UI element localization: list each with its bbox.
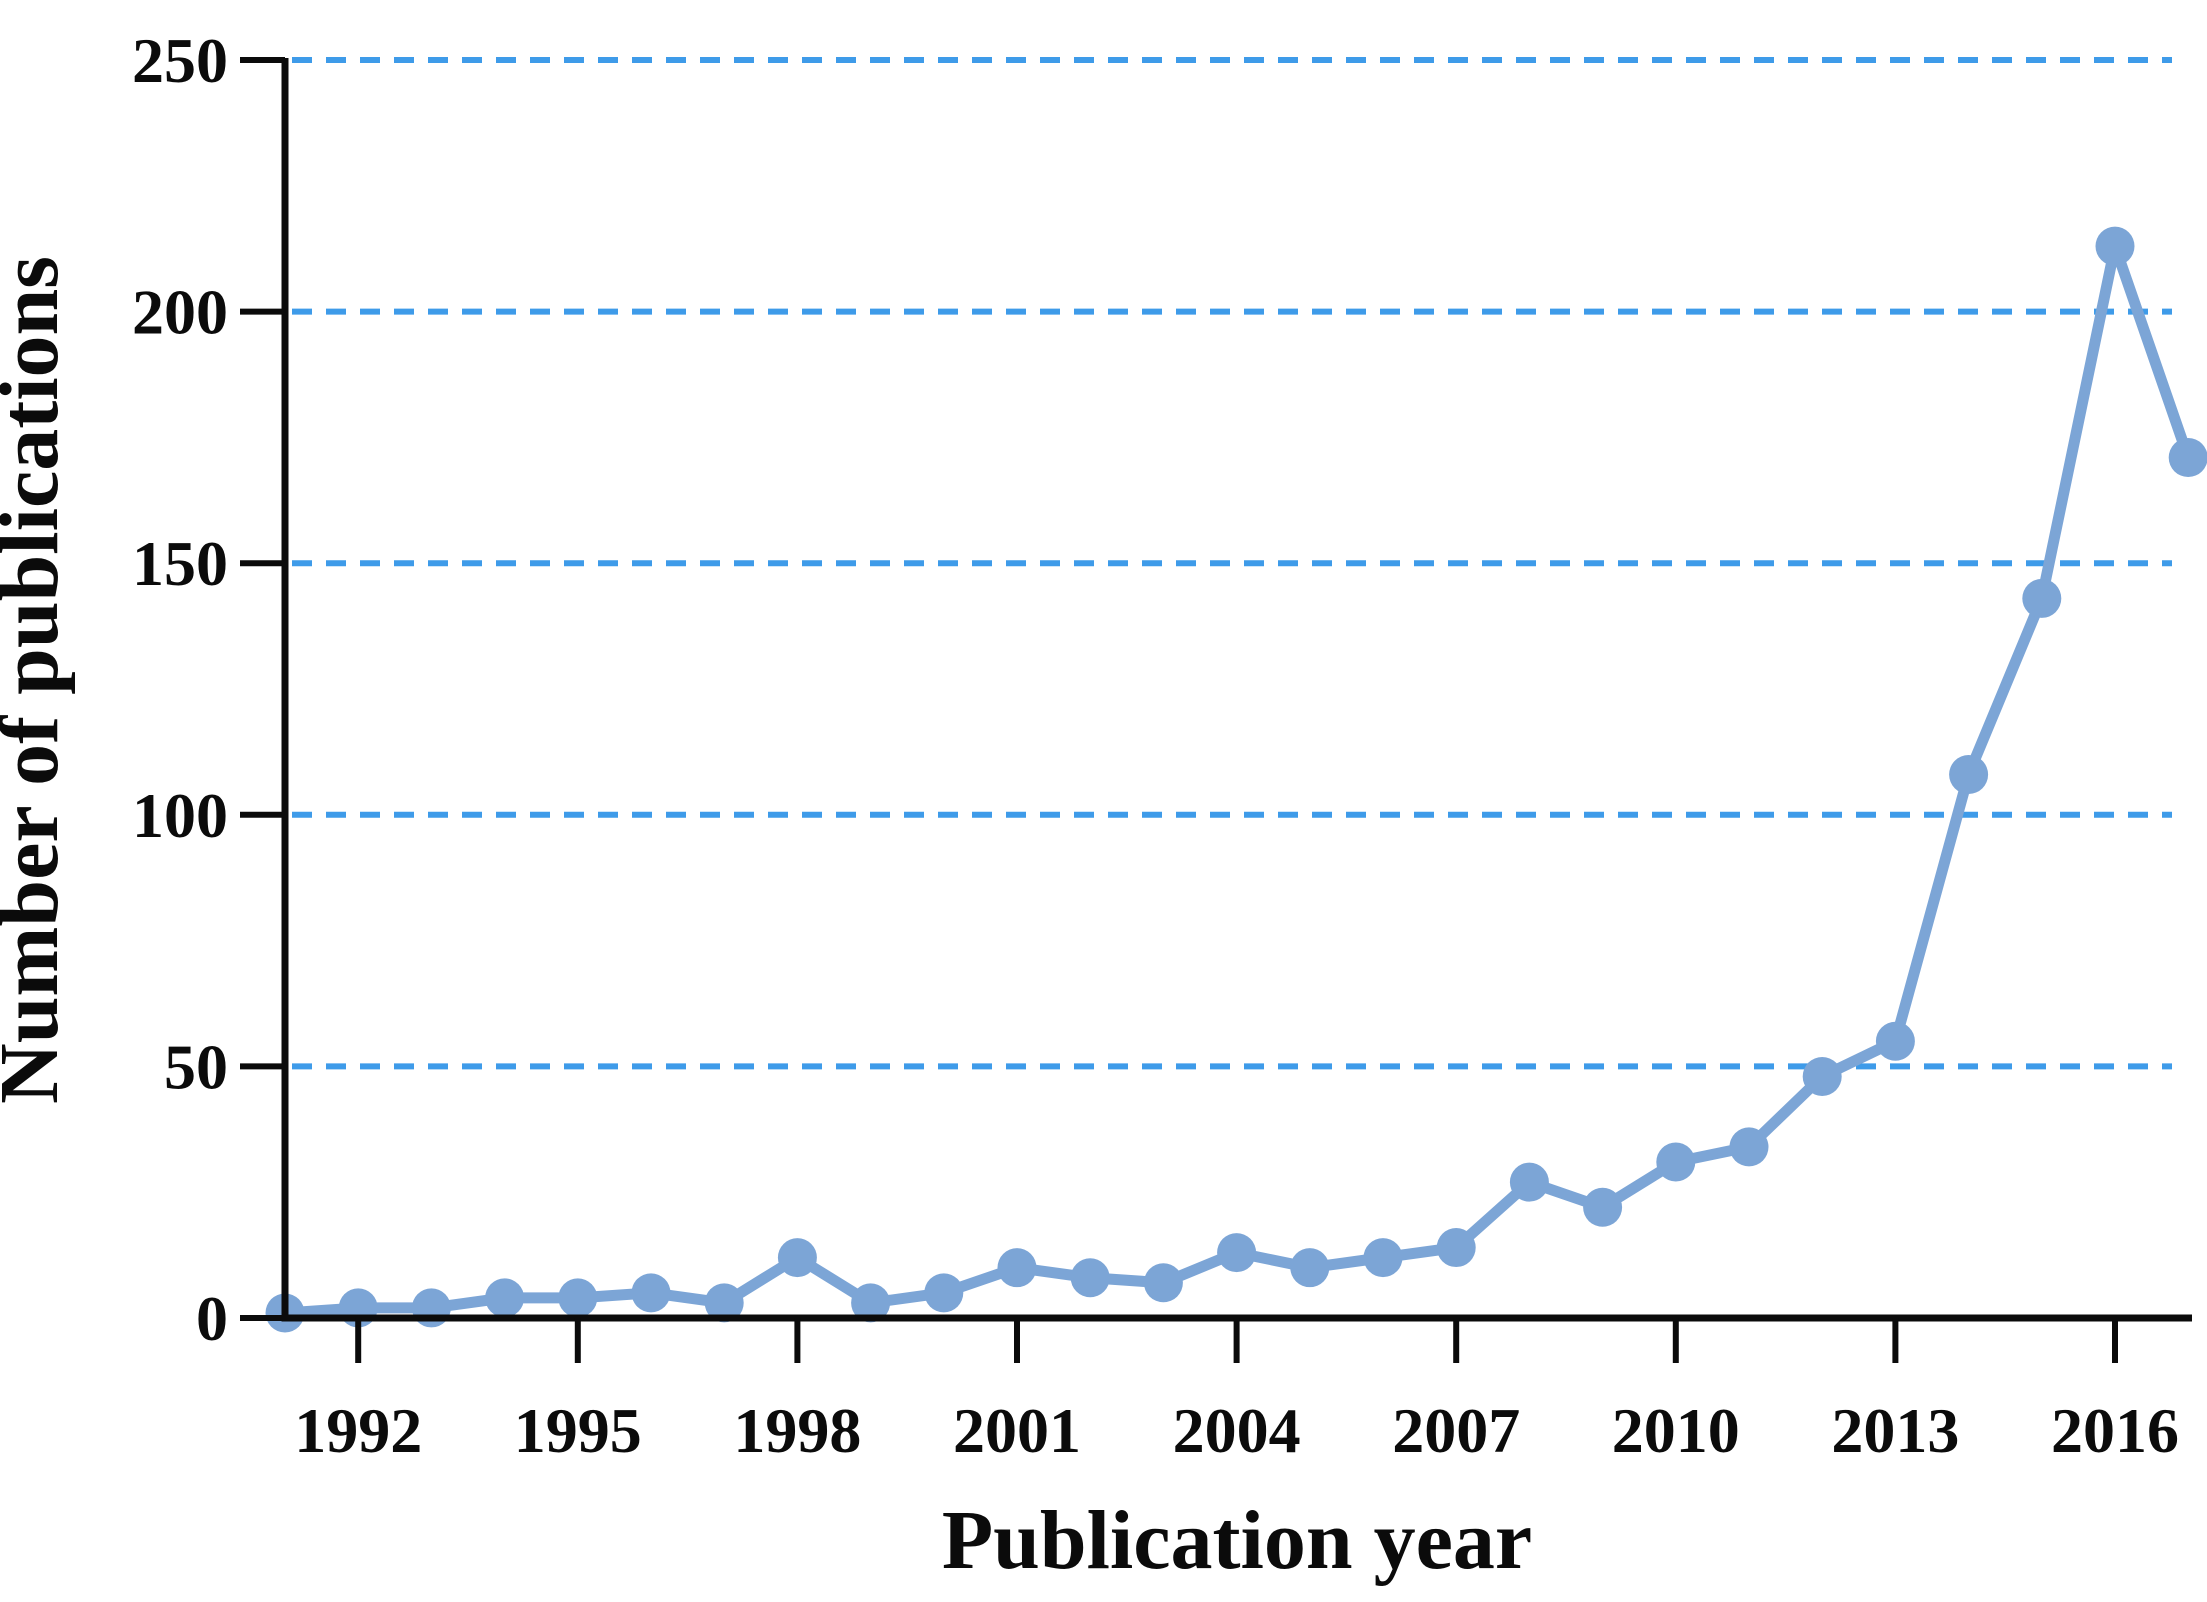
data-point-2009 — [1583, 1187, 1623, 1227]
data-point-2010 — [1656, 1142, 1696, 1182]
y-tick-label-100: 100 — [132, 780, 228, 851]
data-point-2017 — [2168, 438, 2207, 478]
data-point-2008 — [1509, 1162, 1549, 1202]
y-tick-label-50: 50 — [164, 1031, 228, 1102]
data-point-1996 — [631, 1273, 671, 1313]
x-tick-label-1995: 1995 — [514, 1395, 642, 1466]
data-series-group — [265, 226, 2207, 1333]
x-tick-label-1992: 1992 — [294, 1395, 422, 1466]
axes-group — [240, 57, 2192, 1363]
gridlines-group — [292, 57, 2172, 1070]
y-tick-label-0: 0 — [196, 1283, 228, 1354]
labels-group: Number of publications Publication year … — [0, 25, 2179, 1587]
data-point-2001 — [997, 1248, 1037, 1288]
x-tick-label-2013: 2013 — [1831, 1395, 1959, 1466]
data-point-2013 — [1875, 1021, 1915, 1061]
x-tick-label-2004: 2004 — [1173, 1395, 1301, 1466]
y-tick-label-200: 200 — [132, 277, 228, 348]
data-point-2000 — [924, 1273, 964, 1313]
data-point-1999 — [851, 1283, 891, 1323]
x-tick-label-1998: 1998 — [733, 1395, 861, 1466]
data-point-2003 — [1143, 1263, 1183, 1303]
data-point-2016 — [2095, 226, 2135, 266]
data-point-2011 — [1729, 1127, 1769, 1167]
data-point-2006 — [1363, 1238, 1403, 1278]
data-point-2002 — [1070, 1258, 1110, 1298]
publications-trend-line — [279, 240, 2194, 1319]
data-point-2012 — [1802, 1056, 1842, 1096]
data-point-2004 — [1217, 1233, 1257, 1273]
x-tick-label-2016: 2016 — [2051, 1395, 2179, 1466]
y-tick-label-150: 150 — [132, 528, 228, 599]
data-point-2014 — [1949, 755, 1989, 795]
data-point-1994 — [485, 1278, 525, 1318]
x-axis-title: Publication year — [942, 1494, 1532, 1587]
y-tick-label-250: 250 — [132, 25, 228, 96]
x-tick-label-2007: 2007 — [1392, 1395, 1520, 1466]
data-point-2007 — [1436, 1228, 1476, 1268]
x-tick-label-2001: 2001 — [953, 1395, 1081, 1466]
data-point-2005 — [1290, 1248, 1330, 1288]
data-point-1998 — [777, 1238, 817, 1278]
data-point-1995 — [558, 1278, 598, 1318]
data-point-2015 — [2022, 578, 2062, 618]
y-axis-title: Number of publications — [0, 256, 76, 1104]
data-point-1993 — [411, 1288, 451, 1328]
x-tick-label-2010: 2010 — [1612, 1395, 1740, 1466]
data-point-1997 — [704, 1283, 744, 1323]
